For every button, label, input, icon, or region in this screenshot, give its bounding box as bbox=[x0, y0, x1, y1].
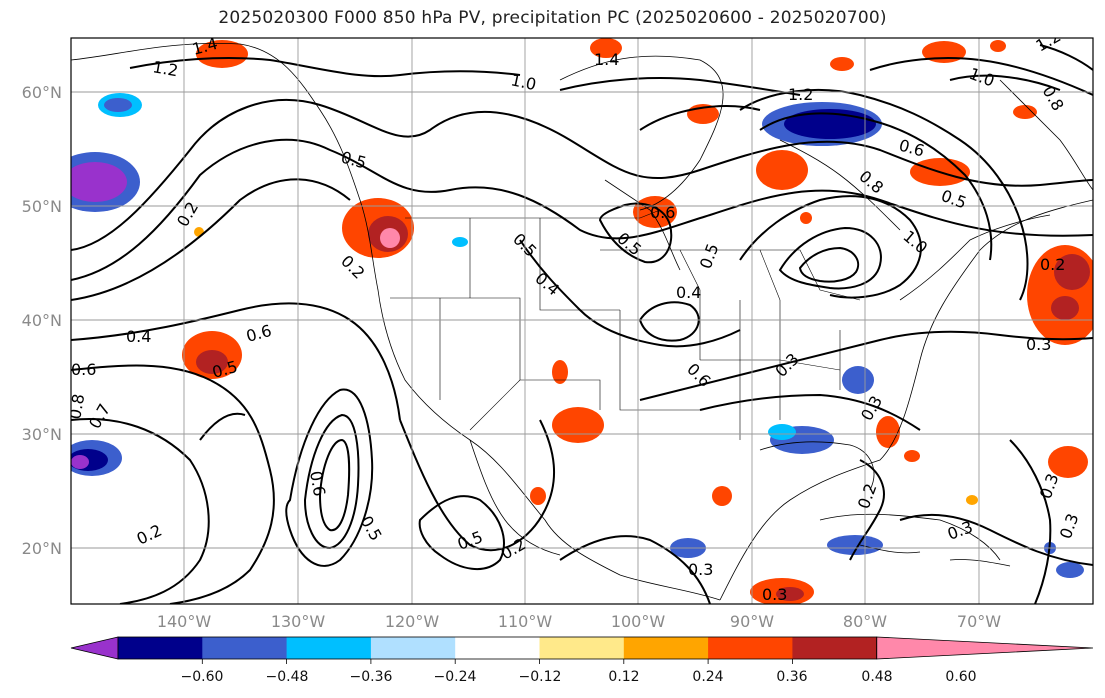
colorbar-tick-label: −0.12 bbox=[519, 669, 562, 685]
latitude-labels: 60°N 50°N 40°N 30°N 20°N bbox=[22, 83, 62, 558]
contour-label: 0.4 bbox=[126, 327, 151, 346]
contour-label: 0.4 bbox=[676, 283, 701, 302]
lat-label: 40°N bbox=[22, 311, 62, 330]
colorbar-tick-label: 0.24 bbox=[692, 669, 723, 685]
lat-label: 60°N bbox=[22, 83, 62, 102]
colorbar-segment bbox=[286, 637, 372, 659]
state-borders bbox=[390, 209, 861, 440]
contour-label: 0.8 bbox=[65, 392, 88, 420]
contour-label: 0.3 bbox=[1026, 335, 1051, 354]
colorbar-tick-label: −0.36 bbox=[350, 669, 393, 685]
contour-label: 0.6 bbox=[71, 360, 96, 379]
contour-label: 0.2 bbox=[1040, 255, 1065, 274]
contour-label: 0.3 bbox=[762, 585, 787, 604]
colorbar-segment bbox=[792, 637, 878, 659]
colorbar-tick-label: −0.48 bbox=[266, 669, 309, 685]
lon-label: 90°W bbox=[730, 612, 774, 631]
lon-label: 70°W bbox=[957, 612, 1001, 631]
map-frame bbox=[70, 37, 1094, 605]
longitude-labels: 140°W 130°W 120°W 110°W 100°W 90°W 80°W … bbox=[157, 612, 1001, 631]
lon-label: 110°W bbox=[498, 612, 553, 631]
gridlines bbox=[71, 38, 1093, 604]
lon-label: 130°W bbox=[271, 612, 326, 631]
contour-label: 1.2 bbox=[788, 85, 813, 104]
lon-label: 100°W bbox=[611, 612, 666, 631]
colorbar-tick-label: −0.24 bbox=[434, 669, 477, 685]
colorbar-segment bbox=[708, 637, 793, 659]
lat-label: 30°N bbox=[22, 425, 62, 444]
colorbar-segment bbox=[202, 637, 288, 659]
lon-label: 120°W bbox=[385, 612, 440, 631]
lon-label: 80°W bbox=[843, 612, 887, 631]
colorbar-tick-label: 0.36 bbox=[776, 669, 807, 685]
neg-blob-west bbox=[71, 93, 142, 476]
lat-label: 20°N bbox=[22, 539, 62, 558]
lat-label: 50°N bbox=[22, 197, 62, 216]
contour-label: 1.4 bbox=[594, 50, 619, 69]
colorbar-labels: −0.60 −0.48 −0.36 −0.24 −0.12 0.12 0.24 … bbox=[181, 669, 977, 685]
map-title: 2025020300 F000 850 hPa PV, precipitatio… bbox=[218, 8, 887, 28]
contour-label: 1.0 bbox=[509, 70, 538, 94]
contour-label: 0.6 bbox=[650, 203, 675, 222]
colorbar-segment bbox=[118, 637, 203, 659]
map-panel bbox=[71, 38, 1093, 604]
colorbar-segment bbox=[370, 637, 456, 659]
colorbar-arrow-low bbox=[70, 636, 119, 660]
colorbar-tick-label: 0.12 bbox=[608, 669, 639, 685]
contour-label: 1.2 bbox=[151, 57, 179, 80]
colorbar-tick-label: 0.48 bbox=[861, 669, 892, 685]
contour-label: 0.3 bbox=[688, 560, 713, 579]
colorbar-border bbox=[117, 636, 878, 660]
pv-contours bbox=[71, 44, 1093, 604]
colorbar-tick-label: −0.60 bbox=[181, 669, 224, 685]
colorbar-segment bbox=[623, 637, 709, 659]
contour-label: 0.6 bbox=[306, 469, 329, 497]
colorbar-arrow-high bbox=[876, 636, 1094, 660]
contour-label: 1.4 bbox=[190, 34, 220, 59]
colorbar-segment bbox=[539, 637, 625, 659]
lon-label: 140°W bbox=[157, 612, 212, 631]
colorbar-tick-label: 0.60 bbox=[945, 669, 976, 685]
colorbar bbox=[70, 636, 1094, 664]
colorbar-segment bbox=[455, 637, 540, 659]
